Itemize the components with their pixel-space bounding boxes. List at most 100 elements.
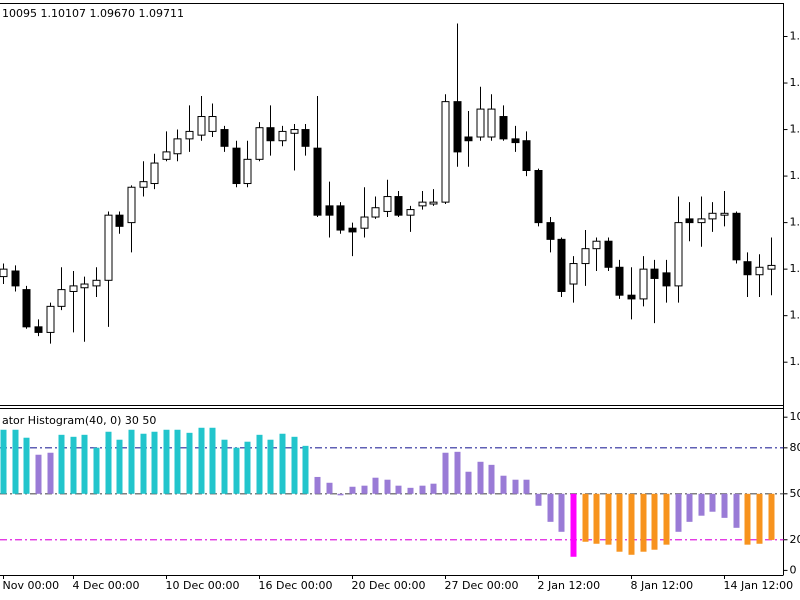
histogram-bar bbox=[361, 485, 368, 494]
y-tick-label: 50 bbox=[790, 487, 800, 500]
x-tick-label: Nov 00:00 bbox=[3, 579, 60, 592]
histogram-bar bbox=[0, 429, 7, 494]
histogram-bar bbox=[628, 493, 635, 555]
candle-body bbox=[266, 127, 275, 142]
candle-body bbox=[104, 214, 113, 281]
candle-body bbox=[429, 201, 438, 205]
candle-body bbox=[197, 116, 206, 136]
candle-body bbox=[476, 108, 485, 138]
candle-body bbox=[499, 116, 508, 140]
y-tick-label: 0 bbox=[790, 563, 797, 576]
candle-body bbox=[627, 294, 636, 300]
histogram-bar bbox=[675, 493, 682, 532]
candle-body bbox=[255, 127, 264, 160]
candle-body bbox=[406, 209, 415, 216]
histogram-bar bbox=[582, 493, 589, 542]
y-tick-label: 1.09450 bbox=[790, 309, 800, 322]
histogram-bar bbox=[465, 471, 472, 494]
candle-body bbox=[464, 136, 473, 142]
candle-body bbox=[569, 263, 578, 285]
histogram-bar bbox=[128, 429, 135, 494]
histogram-bar bbox=[105, 431, 112, 494]
candle-body bbox=[127, 186, 136, 224]
histogram-bar bbox=[686, 493, 693, 522]
candle-body bbox=[522, 140, 531, 172]
histogram-bar bbox=[698, 493, 705, 516]
histogram-bar bbox=[140, 433, 147, 494]
candle-body bbox=[383, 196, 392, 212]
candle-body bbox=[534, 170, 543, 224]
histogram-bar bbox=[605, 493, 612, 545]
y-tick-label: 1.10700 bbox=[790, 76, 800, 89]
y-tick-label: 1.10450 bbox=[790, 123, 800, 136]
candle-body bbox=[139, 181, 148, 188]
histogram-bar bbox=[768, 493, 775, 540]
histogram-bar bbox=[81, 434, 88, 494]
histogram-bar bbox=[547, 493, 554, 522]
histogram-bar bbox=[209, 427, 216, 494]
candle-body bbox=[46, 305, 55, 333]
histogram-bar bbox=[640, 493, 647, 552]
histogram-bar bbox=[116, 439, 123, 494]
candle-body bbox=[604, 240, 613, 268]
candle-body bbox=[278, 130, 287, 142]
histogram-bar bbox=[733, 493, 740, 528]
histogram-bar bbox=[267, 439, 274, 494]
y-tick-label: 100 bbox=[790, 410, 800, 423]
histogram-bar bbox=[523, 479, 530, 494]
histogram-bar bbox=[198, 427, 205, 494]
candle-body bbox=[325, 205, 334, 216]
y-tick-label: 1.10200 bbox=[790, 169, 800, 182]
histogram-bar bbox=[744, 493, 751, 545]
candle-body bbox=[639, 268, 648, 300]
candle-body bbox=[418, 201, 427, 207]
histogram-bar bbox=[500, 475, 507, 494]
ohlc-header: 10095 1.10107 1.09670 1.09711 bbox=[2, 7, 184, 20]
candle-body bbox=[546, 222, 555, 240]
histogram-bar bbox=[244, 441, 251, 494]
histogram-bar bbox=[407, 487, 414, 494]
indicator-title: ator Histogram(40, 0) 30 50 bbox=[2, 414, 156, 427]
histogram-bar bbox=[593, 493, 600, 544]
candle-body bbox=[697, 218, 706, 224]
histogram-bar bbox=[326, 482, 333, 494]
candle-body bbox=[185, 130, 194, 140]
histogram-bar bbox=[151, 431, 158, 494]
histogram-bar bbox=[570, 493, 577, 557]
candle-body bbox=[371, 207, 380, 218]
x-tick-label: 2 Jan 12:00 bbox=[538, 579, 601, 592]
histogram-bar bbox=[430, 483, 437, 494]
candle-body bbox=[487, 108, 496, 138]
histogram-bar bbox=[58, 434, 65, 494]
candle-body bbox=[732, 212, 741, 261]
candle-body bbox=[92, 279, 101, 287]
candle-body bbox=[69, 285, 78, 292]
candle-body bbox=[650, 268, 659, 279]
x-tick-label: 27 Dec 00:00 bbox=[445, 579, 519, 592]
candle-body bbox=[708, 212, 717, 220]
histogram-bar bbox=[721, 493, 728, 518]
histogram-bar bbox=[23, 437, 30, 494]
histogram-bar bbox=[442, 452, 449, 494]
candle-body bbox=[662, 272, 671, 287]
x-tick-label: 16 Dec 00:00 bbox=[259, 579, 333, 592]
histogram-bar bbox=[337, 493, 344, 496]
histogram-bar bbox=[756, 493, 763, 544]
histogram-bar bbox=[174, 429, 181, 494]
histogram-bar bbox=[709, 493, 716, 512]
y-tick-label: 1.09700 bbox=[790, 262, 800, 275]
candle-body bbox=[243, 158, 252, 185]
candle-body bbox=[220, 129, 229, 147]
candle-body bbox=[453, 101, 462, 153]
histogram-bar bbox=[163, 429, 170, 494]
histogram-bar bbox=[372, 477, 379, 494]
histogram-bar bbox=[512, 479, 519, 494]
histogram-bar bbox=[12, 429, 19, 494]
candle-body bbox=[115, 214, 124, 227]
candle-body bbox=[394, 196, 403, 216]
x-tick-label: 4 Dec 00:00 bbox=[73, 579, 140, 592]
histogram-bar bbox=[477, 461, 484, 494]
candle-body bbox=[232, 147, 241, 185]
candle-body bbox=[150, 162, 159, 185]
